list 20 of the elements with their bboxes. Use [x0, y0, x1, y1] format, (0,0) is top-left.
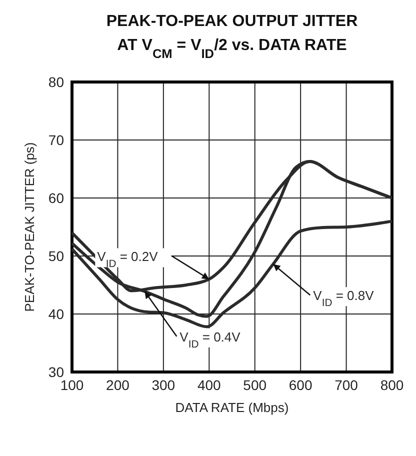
x-tick-label: 600	[288, 377, 312, 393]
y-tick-label: 30	[48, 364, 64, 380]
annotation: V$_{ID}$ = 0.4V	[180, 329, 241, 350]
annotation: V$_{ID}$ = 0.8V	[313, 288, 374, 309]
y-tick-label: 60	[48, 190, 64, 206]
x-tick-label: 100	[60, 377, 84, 393]
annotation: V$_{ID}$ = 0.2V	[97, 249, 158, 270]
x-axis-title: DATA RATE (Mbps)	[175, 400, 289, 415]
x-tick-label: 200	[106, 377, 130, 393]
y-tick-label: 80	[48, 74, 64, 90]
chart-title: PEAK-TO-PEAK OUTPUT JITTER AT V$_{CM}$ = V$_{ID}$/2 vs. DATA RATE	[106, 13, 358, 60]
y-axis-title: PEAK-TO-PEAK JITTER (ps)	[22, 142, 37, 312]
x-tick-label: 300	[152, 377, 176, 393]
x-tick-label: 400	[197, 377, 222, 393]
x-tick-label: 800	[380, 377, 404, 393]
y-tick-label: 70	[48, 132, 64, 148]
x-tick-label: 700	[334, 377, 358, 393]
y-tick-label: 40	[48, 306, 64, 322]
y-tick-label: 50	[48, 248, 64, 264]
x-tick-label: 500	[243, 377, 267, 393]
